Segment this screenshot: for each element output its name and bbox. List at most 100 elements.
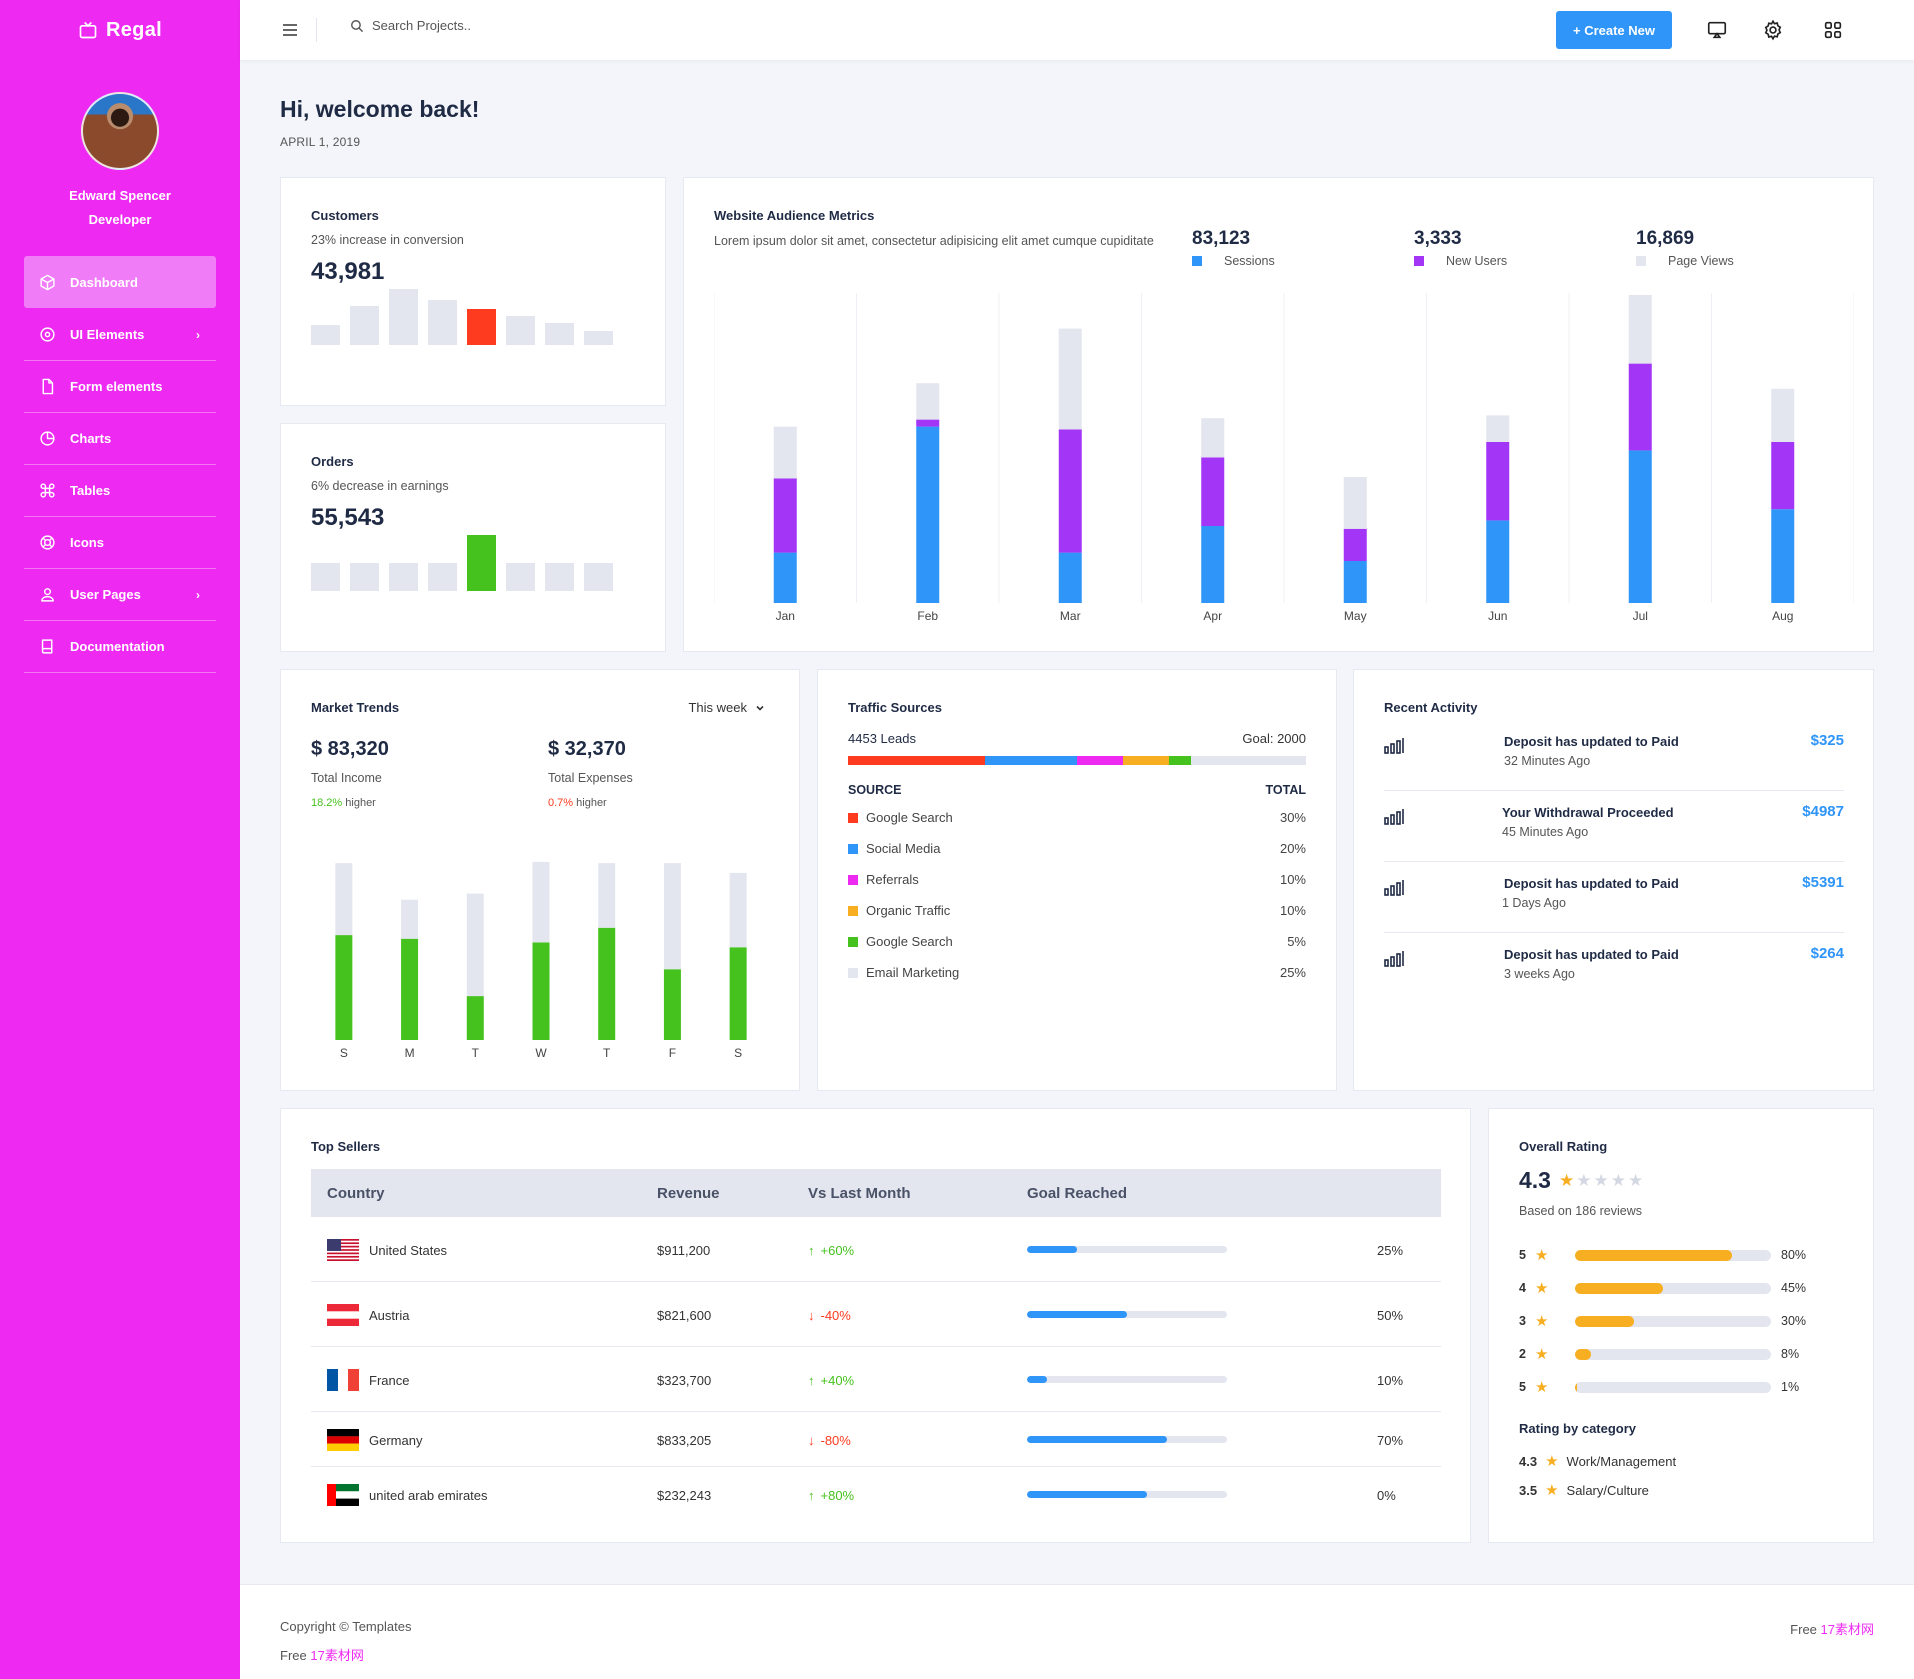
brand-name: Regal [106, 18, 162, 41]
table-header: Country Revenue Vs Last Month Goal Reach… [311, 1169, 1441, 1217]
rating-star-number: 4 [1519, 1281, 1526, 1295]
life-buoy-icon [38, 534, 56, 552]
bar-segment [1486, 520, 1510, 603]
profile: Edward Spencer Developer [0, 60, 240, 232]
search-input[interactable] [372, 18, 632, 33]
category-label: Salary/Culture [1566, 1482, 1649, 1498]
table-row[interactable]: united arab emirates $232,243 ↑ +80% 0% [311, 1467, 1441, 1522]
source-name: Referrals [866, 872, 919, 887]
tv-logo-icon [79, 21, 97, 39]
chevron-right-icon: › [196, 587, 200, 602]
mini-bar [311, 325, 340, 345]
traffic-source-row: Google Search 5% [848, 926, 1306, 957]
sidebar-item-documentation[interactable]: Documentation [24, 621, 216, 673]
bar-chart-icon [1384, 736, 1406, 754]
monitor-icon[interactable] [1706, 19, 1728, 41]
goal-progress-bar [1027, 1491, 1227, 1498]
column-header[interactable]: Revenue [657, 1185, 720, 1202]
metric-label: New Users [1446, 254, 1508, 268]
mini-bar [428, 563, 457, 591]
table-row[interactable]: France $323,700 ↑ +40% 10% [311, 1347, 1441, 1412]
star-icon: ★ [1535, 1379, 1549, 1396]
create-new-button[interactable]: + Create New [1556, 11, 1672, 49]
activity-item[interactable]: Deposit has updated to Paid 1 Days Ago $53… [1384, 862, 1844, 933]
sidebar-item-label: Icons [70, 535, 104, 550]
income-label: Total Income [311, 771, 382, 785]
flag-de-icon [327, 1428, 359, 1451]
sidebar-item-dashboard[interactable]: Dashboard [24, 256, 216, 308]
traffic-source-row: Social Media 20% [848, 833, 1306, 864]
revenue-value: $323,700 [657, 1372, 712, 1388]
table-row[interactable]: Germany $833,205 ↓ -80% 70% [311, 1412, 1441, 1467]
table-row[interactable]: United States $911,200 ↑ +60% 25% [311, 1217, 1441, 1282]
x-tick-label: S [734, 1046, 742, 1060]
period-dropdown[interactable]: This week [688, 700, 765, 715]
sidebar-item-user-pages[interactable]: User Pages › [24, 569, 216, 621]
rating-reviews: Based on 186 reviews [1519, 1204, 1642, 1218]
rating-row: 3 ★ 30% [1519, 1311, 1819, 1331]
source-pct: 20% [1279, 841, 1306, 856]
bar-segment [1201, 457, 1225, 526]
table-row[interactable]: Austria $821,600 ↓ -40% 50% [311, 1282, 1441, 1347]
cube-icon [38, 273, 56, 291]
bar-segment [1058, 429, 1082, 553]
category-row: 3.5 ★ Salary/Culture [1519, 1481, 1649, 1499]
site-link[interactable]: 17素材网 [310, 1648, 364, 1663]
settings-gear-icon[interactable] [1762, 19, 1784, 41]
free-text: Free [280, 1648, 307, 1663]
mini-bar [545, 322, 574, 345]
audience-card: Website Audience Metrics Lorem ipsum dol… [683, 177, 1874, 652]
activity-item[interactable]: Your Withdrawal Proceeded 45 Minutes Ago $… [1384, 791, 1844, 862]
goal-value: 10% [1377, 1372, 1404, 1388]
period-label: This week [688, 700, 747, 715]
site-link[interactable]: 17素材网 [1820, 1622, 1874, 1637]
source-pct: 30% [1279, 810, 1306, 825]
change-cell: ↑ +60% [808, 1243, 854, 1258]
activity-title: Your Withdrawal Proceeded [1502, 805, 1674, 820]
rating-title: Overall Rating [1519, 1139, 1608, 1154]
bar-segment [916, 383, 940, 420]
legend-swatch [1414, 256, 1424, 266]
legend-swatch [848, 936, 858, 947]
rating-star-number: 5 [1519, 1380, 1526, 1394]
legend-swatch [848, 843, 858, 854]
menu-icon[interactable] [280, 20, 300, 40]
revenue-value: $911,200 [657, 1242, 711, 1258]
sidebar-item-ui-elements[interactable]: UI Elements › [24, 309, 216, 361]
arrow-up-icon: ↑ [808, 1372, 815, 1388]
top-sellers-card: Top Sellers Country Revenue Vs Last Mont… [280, 1108, 1471, 1543]
category-score: 4.3 [1519, 1453, 1538, 1469]
copyright-text: Copyright © Templates [280, 1619, 412, 1634]
brand-logo[interactable]: Regal [0, 0, 240, 60]
source-name: Organic Traffic [866, 903, 951, 918]
target-icon [38, 326, 56, 344]
topbar: + Create New [240, 0, 1914, 60]
star-icon: ★ [1610, 1170, 1628, 1190]
mini-bar [584, 563, 613, 591]
mini-bar [350, 305, 379, 345]
mini-bar [545, 563, 574, 591]
legend-swatch [848, 874, 858, 885]
sidebar-item-form-elements[interactable]: Form elements [24, 361, 216, 413]
mini-bar [428, 300, 457, 345]
sidebar-item-icons[interactable]: Icons [24, 517, 216, 569]
metric-new-users: 3,333 New Users [1414, 228, 1507, 268]
sidebar-item-charts[interactable]: Charts [24, 413, 216, 465]
sidebar-item-tables[interactable]: Tables [24, 465, 216, 517]
source-name: Social Media [866, 841, 941, 856]
column-header[interactable]: Vs Last Month [808, 1185, 911, 1202]
activity-item[interactable]: Deposit has updated to Paid 32 Minutes Ag… [1384, 720, 1844, 791]
recent-activity-card: Recent Activity Deposit has updated to P… [1353, 669, 1874, 1091]
activity-item[interactable]: Deposit has updated to Paid 3 weeks Ago $2… [1384, 933, 1844, 1004]
welcome-title: Hi, welcome back! [280, 96, 480, 122]
pie-chart-icon [38, 430, 56, 448]
grid-apps-icon[interactable] [1822, 19, 1844, 41]
source-pct: 10% [1279, 872, 1306, 887]
star-icon: ★ [1535, 1346, 1549, 1363]
avatar[interactable] [81, 92, 159, 170]
page-date: APRIL 1, 2019 [280, 135, 361, 149]
arrow-up-icon: ↑ [808, 1487, 815, 1503]
chevron-down-icon [756, 705, 764, 711]
column-header[interactable]: Goal Reached [1027, 1185, 1128, 1202]
column-header[interactable]: Country [327, 1185, 385, 1202]
